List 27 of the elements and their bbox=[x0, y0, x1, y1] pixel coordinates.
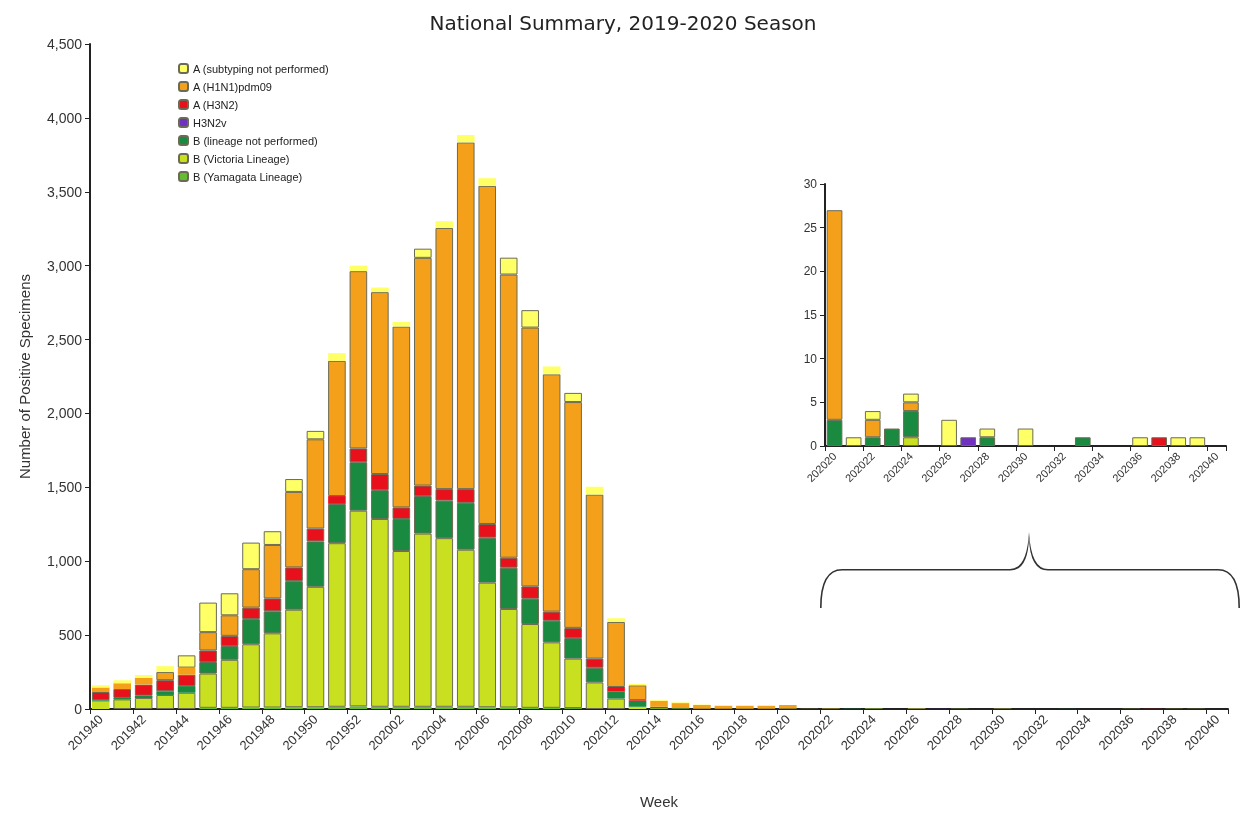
legend-label: B (Yamagata Lineage) bbox=[193, 170, 303, 183]
y-tick-label: 2,500 bbox=[46, 331, 83, 348]
chart-title: National Summary, 2019-2020 Season bbox=[429, 11, 817, 35]
y-tick-label: 0 bbox=[74, 701, 83, 717]
y-tick-label: 2,000 bbox=[46, 405, 83, 422]
y-tick-label: 15 bbox=[803, 308, 818, 322]
y-tick-label: 4,500 bbox=[46, 36, 83, 52]
y-tick-label: 30 bbox=[803, 177, 818, 191]
y-tick-label: 25 bbox=[803, 220, 818, 235]
x-axis-title: Week bbox=[639, 793, 679, 810]
legend-label: A (H1N1)pdm09 bbox=[193, 80, 272, 93]
legend-label: B (lineage not performed) bbox=[193, 134, 318, 147]
y-tick-label: 1,500 bbox=[46, 479, 83, 496]
y-tick-label: 500 bbox=[58, 627, 83, 644]
y-tick-label: 10 bbox=[803, 351, 818, 366]
y-tick-label: 0 bbox=[810, 439, 818, 453]
legend-label: B (Victoria Lineage) bbox=[193, 152, 290, 165]
legend-label: A (subtyping not performed) bbox=[193, 62, 329, 75]
y-tick-label: 1,000 bbox=[46, 553, 83, 570]
y-tick-label: 5 bbox=[810, 395, 818, 410]
y-tick-label: 4,000 bbox=[46, 109, 83, 126]
y-tick-label: 3,500 bbox=[46, 183, 83, 200]
y-tick-label: 3,000 bbox=[46, 257, 83, 274]
y-tick-label: 20 bbox=[803, 264, 818, 279]
legend-label: H3N2v bbox=[193, 116, 228, 129]
y-axis-title: Number of Positive Specimens bbox=[16, 273, 33, 480]
legend-label: A (H3N2) bbox=[193, 98, 239, 111]
